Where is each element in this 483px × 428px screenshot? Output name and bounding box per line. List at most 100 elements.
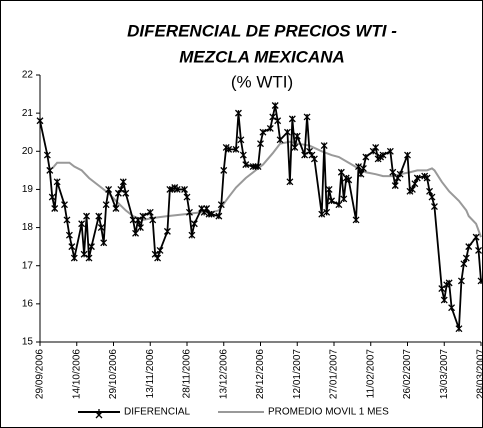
marker <box>386 147 394 155</box>
x-tick-label: 12/01/2007 <box>292 349 303 399</box>
marker <box>457 277 465 285</box>
x-tick-label: 13/03/2007 <box>439 349 450 399</box>
marker <box>112 205 120 212</box>
marker <box>183 193 191 201</box>
marker <box>134 216 142 224</box>
marker <box>475 246 483 254</box>
y-tick-label: 18 <box>22 222 34 233</box>
marker <box>460 260 468 268</box>
marker <box>325 185 333 193</box>
marker <box>132 229 140 237</box>
marker <box>232 145 240 153</box>
marker <box>156 246 164 254</box>
marker <box>423 174 431 182</box>
marker <box>136 224 144 232</box>
marker <box>63 216 71 224</box>
marker <box>310 155 318 163</box>
marker <box>335 201 343 209</box>
marker <box>440 296 448 304</box>
marker <box>78 220 86 228</box>
marker <box>242 161 250 169</box>
marker <box>117 185 125 193</box>
marker <box>208 210 215 218</box>
marker <box>215 212 223 220</box>
chart-subtitle: (% WTI) <box>231 72 293 91</box>
x-tick-label: 13/11/2006 <box>145 349 156 399</box>
y-tick-label: 20 <box>22 146 34 157</box>
marker <box>181 185 189 193</box>
marker <box>428 193 436 201</box>
y-tick-label: 16 <box>22 298 34 309</box>
marker <box>430 203 438 211</box>
marker <box>438 285 446 293</box>
marker <box>337 168 345 176</box>
marker <box>146 208 154 216</box>
marker <box>97 224 105 232</box>
marker <box>149 216 157 224</box>
marker <box>472 233 480 241</box>
marker <box>190 220 198 228</box>
marker <box>404 151 411 159</box>
marker <box>372 144 380 151</box>
chart-title: DIFERENCIAL DE PRECIOS WTI - <box>127 21 397 40</box>
x-tick-label: 28/12/2006 <box>255 349 266 399</box>
marker <box>286 178 294 186</box>
marker <box>188 231 196 239</box>
marker <box>102 201 110 209</box>
marker <box>477 277 483 285</box>
marker <box>352 216 360 224</box>
marker <box>271 102 279 109</box>
x-tick-label: 27/01/2007 <box>329 349 340 399</box>
marker <box>173 185 181 193</box>
marker <box>293 132 301 140</box>
marker <box>448 304 456 312</box>
x-tick-label: 29/10/2006 <box>108 349 119 399</box>
y-tick-label: 17 <box>22 260 34 271</box>
marker <box>163 227 171 235</box>
marker <box>462 254 470 262</box>
marker <box>359 164 367 172</box>
y-tick-label: 21 <box>22 108 34 119</box>
marker <box>203 205 211 212</box>
marker <box>68 243 76 251</box>
marker <box>87 243 95 251</box>
marker <box>225 145 233 153</box>
marker <box>413 174 421 182</box>
x-tick-label: 28/03/2007 <box>476 349 483 399</box>
marker <box>288 115 296 123</box>
x-tick-label: 28/11/2006 <box>182 349 193 399</box>
marker <box>43 151 51 159</box>
marker <box>220 166 228 174</box>
marker <box>185 208 193 216</box>
x-tick-label: 26/02/2007 <box>402 349 413 399</box>
marker <box>53 178 61 186</box>
marker <box>48 193 56 201</box>
marker <box>455 325 463 333</box>
chart-title: MEZCLA MEXICANA <box>179 47 345 66</box>
marker <box>51 205 59 212</box>
marker <box>318 210 326 218</box>
marker <box>254 163 262 171</box>
marker <box>389 168 397 176</box>
marker <box>276 136 284 144</box>
series <box>36 102 483 333</box>
x-tick-label: 13/12/2006 <box>218 349 229 399</box>
marker <box>301 151 309 159</box>
marker <box>122 189 130 197</box>
marker <box>323 208 331 216</box>
marker <box>445 279 453 287</box>
marker <box>61 201 68 209</box>
marker <box>257 140 264 148</box>
marker <box>303 113 311 121</box>
marker <box>119 178 127 186</box>
marker <box>274 117 282 125</box>
y-tick-label: 22 <box>22 70 34 81</box>
marker <box>83 212 91 220</box>
marker <box>70 254 78 262</box>
marker <box>80 250 88 258</box>
marker <box>217 201 225 209</box>
marker <box>65 231 73 239</box>
marker <box>85 254 93 262</box>
marker <box>408 185 416 193</box>
